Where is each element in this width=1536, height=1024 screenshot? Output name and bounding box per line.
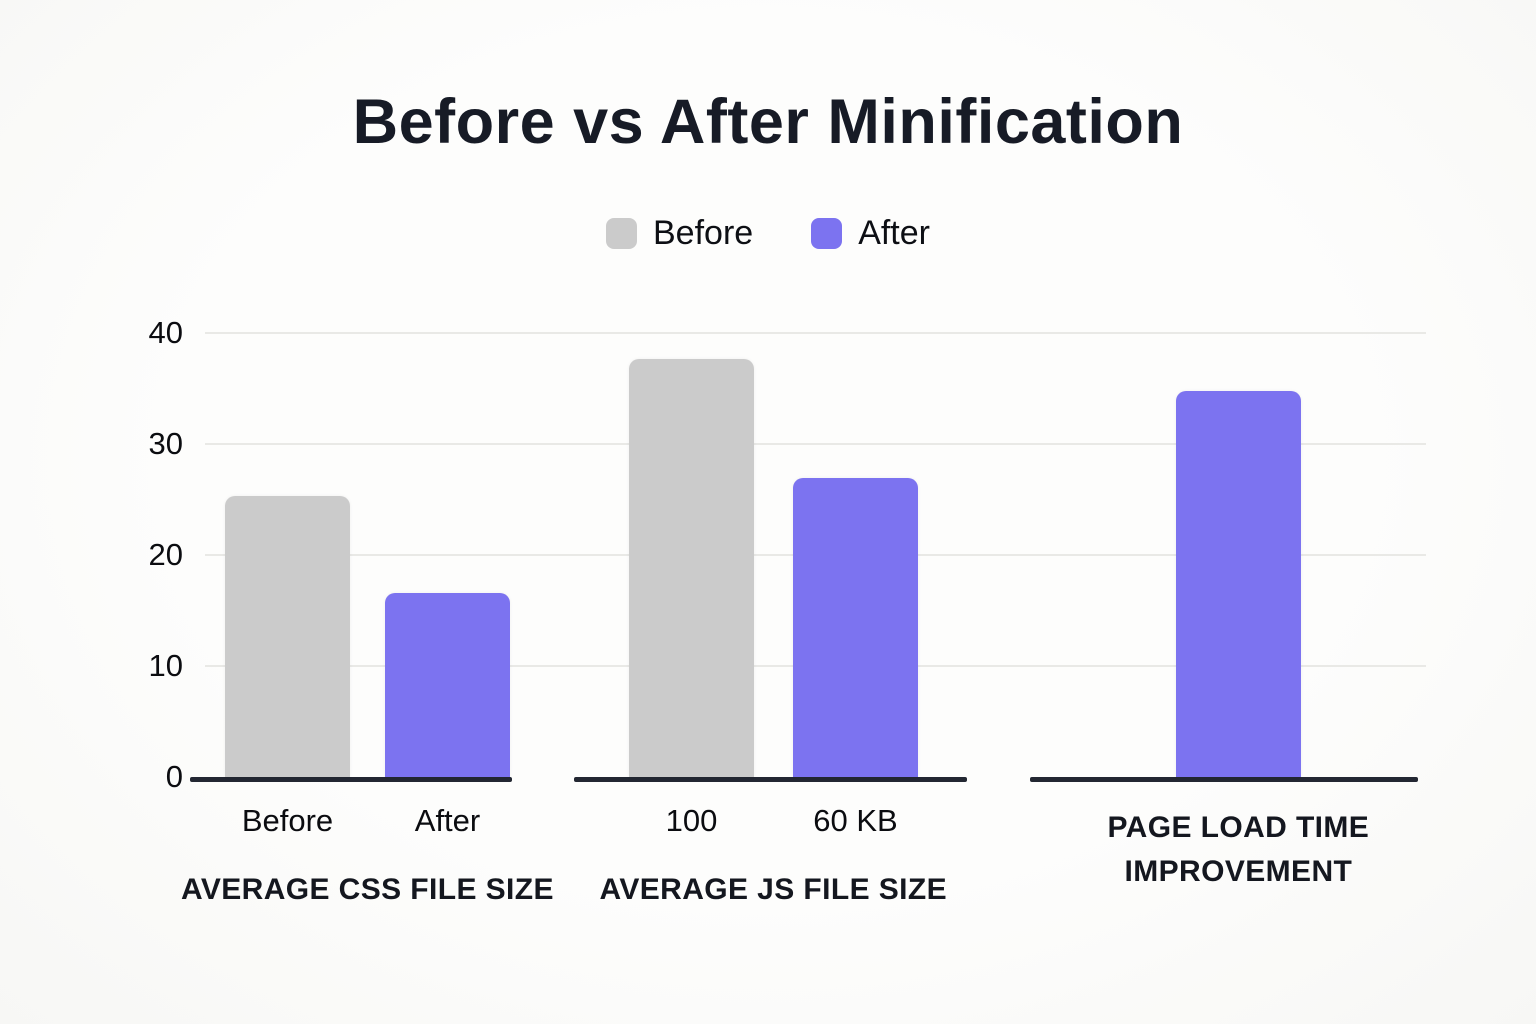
category-label-line: IMPROVEMENT [1124,855,1353,888]
legend-item-after: After [811,214,930,253]
category-label: AVERAGE CSS FILE SIZE [181,868,554,912]
y-axis-tick-40: 40 [148,315,183,350]
x-axis-tick: 100 [665,803,718,838]
legend-swatch-icon [606,218,637,249]
gridline-y40 [205,332,1426,334]
category-label-line: AVERAGE CSS FILE SIZE [181,873,554,906]
y-axis-tick-0: 0 [165,759,183,794]
bar-average-js-file-size-after [793,478,918,777]
x-axis-group-2 [574,777,967,782]
category-label-line: PAGE LOAD TIME [1107,811,1370,844]
legend-item-before: Before [606,214,753,253]
bar-average-css-file-size-before [225,496,350,777]
category-label-line: AVERAGE JS FILE SIZE [599,873,948,906]
bar-average-js-file-size-before [629,358,754,777]
x-axis-tick: After [414,803,481,838]
x-axis-group-1 [190,777,512,782]
chart-legend: Before After [0,214,1536,253]
legend-label: After [858,214,930,252]
legend-label: Before [653,214,754,252]
x-axis-tick: 60 KB [813,803,898,838]
chart-title: Before vs After Minification [352,87,1184,157]
y-axis-tick-10: 10 [148,648,183,683]
bar-average-css-file-size-after [385,592,510,777]
y-axis-tick-20: 20 [148,537,183,572]
x-axis-group-3 [1030,777,1418,782]
legend-swatch-icon [811,218,843,249]
x-axis-tick: Before [241,803,334,838]
category-label: PAGE LOAD TIME IMPROVEMENT [1108,806,1370,894]
y-axis-tick-30: 30 [148,426,183,461]
gridline-y30 [205,443,1426,445]
bar-page-load-time-improvement-after [1176,390,1301,777]
category-label: AVERAGE JS FILE SIZE [600,868,948,912]
